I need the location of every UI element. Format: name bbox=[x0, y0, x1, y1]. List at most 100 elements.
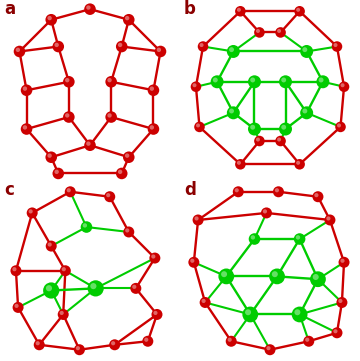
Circle shape bbox=[111, 341, 115, 345]
Circle shape bbox=[275, 27, 286, 38]
Circle shape bbox=[58, 309, 69, 320]
Circle shape bbox=[153, 311, 158, 315]
Circle shape bbox=[294, 6, 305, 17]
Circle shape bbox=[28, 209, 33, 213]
Circle shape bbox=[194, 122, 205, 132]
Circle shape bbox=[81, 221, 92, 233]
Circle shape bbox=[86, 142, 91, 146]
Circle shape bbox=[279, 122, 292, 135]
Circle shape bbox=[125, 16, 129, 20]
Circle shape bbox=[27, 208, 38, 218]
Circle shape bbox=[227, 45, 240, 58]
Circle shape bbox=[263, 209, 267, 213]
Circle shape bbox=[200, 297, 211, 308]
Circle shape bbox=[48, 153, 52, 158]
Circle shape bbox=[250, 125, 255, 130]
Circle shape bbox=[16, 48, 20, 52]
Circle shape bbox=[118, 43, 122, 47]
Circle shape bbox=[275, 136, 286, 146]
Circle shape bbox=[34, 339, 45, 350]
Circle shape bbox=[65, 186, 76, 197]
Circle shape bbox=[242, 306, 258, 322]
Circle shape bbox=[235, 188, 239, 192]
Circle shape bbox=[226, 336, 237, 347]
Circle shape bbox=[63, 111, 75, 123]
Circle shape bbox=[67, 188, 71, 192]
Circle shape bbox=[248, 75, 261, 88]
Circle shape bbox=[245, 309, 251, 315]
Circle shape bbox=[338, 299, 342, 303]
Circle shape bbox=[333, 43, 338, 47]
Circle shape bbox=[194, 216, 199, 221]
Circle shape bbox=[53, 168, 64, 179]
Circle shape bbox=[132, 285, 136, 289]
Circle shape bbox=[45, 152, 57, 163]
Circle shape bbox=[296, 161, 300, 165]
Circle shape bbox=[123, 226, 134, 238]
Circle shape bbox=[198, 41, 208, 52]
Text: b: b bbox=[184, 0, 196, 18]
Circle shape bbox=[144, 338, 148, 342]
Circle shape bbox=[249, 233, 260, 245]
Circle shape bbox=[292, 306, 307, 322]
Circle shape bbox=[21, 123, 32, 135]
Circle shape bbox=[45, 14, 57, 26]
Circle shape bbox=[233, 186, 244, 197]
Circle shape bbox=[116, 168, 127, 179]
Circle shape bbox=[150, 125, 154, 130]
Circle shape bbox=[254, 27, 265, 38]
Circle shape bbox=[314, 193, 319, 197]
Circle shape bbox=[261, 208, 272, 218]
Circle shape bbox=[229, 109, 234, 113]
Circle shape bbox=[294, 309, 300, 315]
Circle shape bbox=[13, 302, 24, 313]
Circle shape bbox=[326, 216, 330, 221]
Circle shape bbox=[300, 45, 313, 58]
Circle shape bbox=[337, 123, 341, 127]
Circle shape bbox=[227, 106, 240, 119]
Circle shape bbox=[237, 161, 241, 165]
Circle shape bbox=[211, 75, 224, 88]
Text: a: a bbox=[4, 0, 15, 18]
Circle shape bbox=[48, 16, 52, 20]
Text: d: d bbox=[184, 180, 196, 199]
Circle shape bbox=[336, 297, 347, 308]
Circle shape bbox=[281, 125, 286, 130]
Circle shape bbox=[277, 138, 281, 142]
Circle shape bbox=[63, 76, 75, 88]
Circle shape bbox=[109, 339, 120, 350]
Circle shape bbox=[65, 78, 69, 82]
Circle shape bbox=[294, 233, 305, 245]
Circle shape bbox=[12, 267, 17, 271]
Circle shape bbox=[62, 267, 66, 271]
Circle shape bbox=[332, 327, 342, 338]
Circle shape bbox=[105, 76, 117, 88]
Text: c: c bbox=[4, 180, 14, 199]
Circle shape bbox=[316, 75, 329, 88]
Circle shape bbox=[279, 75, 292, 88]
Circle shape bbox=[228, 338, 232, 342]
Circle shape bbox=[302, 47, 307, 52]
Circle shape bbox=[256, 29, 260, 33]
Circle shape bbox=[213, 78, 218, 82]
Circle shape bbox=[296, 235, 300, 240]
Circle shape bbox=[123, 152, 135, 163]
Circle shape bbox=[281, 78, 286, 82]
Circle shape bbox=[84, 139, 96, 151]
Circle shape bbox=[237, 8, 241, 12]
Circle shape bbox=[54, 170, 59, 174]
Circle shape bbox=[149, 253, 160, 264]
Circle shape bbox=[199, 43, 203, 47]
Circle shape bbox=[74, 344, 85, 355]
Circle shape bbox=[248, 122, 261, 135]
Circle shape bbox=[312, 191, 323, 202]
Circle shape bbox=[155, 46, 166, 57]
Circle shape bbox=[273, 186, 284, 197]
Circle shape bbox=[142, 336, 153, 347]
Circle shape bbox=[193, 83, 197, 87]
Circle shape bbox=[324, 214, 336, 226]
Circle shape bbox=[46, 285, 52, 291]
Circle shape bbox=[272, 271, 278, 277]
Circle shape bbox=[302, 109, 307, 113]
Circle shape bbox=[190, 259, 194, 263]
